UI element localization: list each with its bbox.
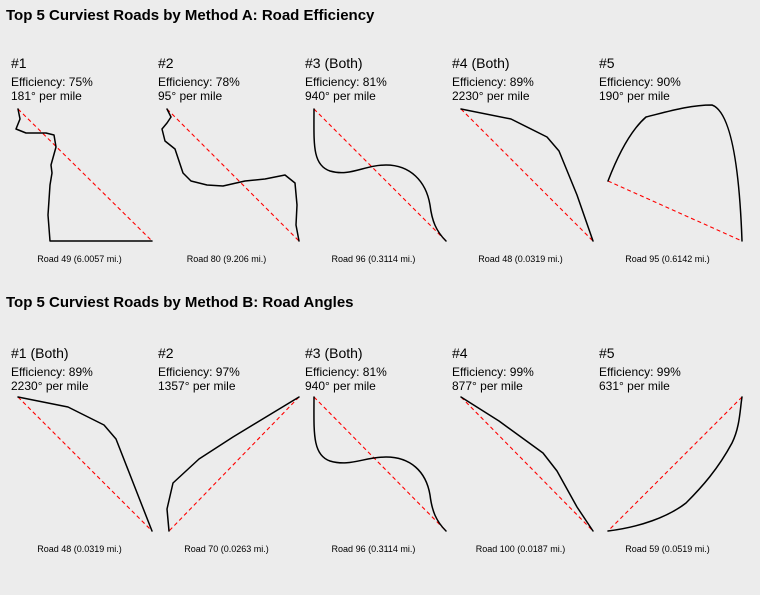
road-panel: #2 Efficiency: 97% 1357° per mile Road 7… [153,345,300,595]
road-panel: #4 (Both) Efficiency: 89% 2230° per mile… [447,55,594,305]
road-panel: #4 Efficiency: 99% 877° per mile Road 10… [447,345,594,595]
straight-line-chord [18,397,152,531]
road-plot [6,345,153,595]
straight-line-chord [461,397,593,531]
straight-line-chord [461,109,593,241]
straight-line-chord [314,109,446,241]
road-panel: #1 (Both) Efficiency: 89% 2230° per mile… [6,345,153,595]
road-plot [594,55,741,305]
road-panel: #5 Efficiency: 99% 631° per mile Road 59… [594,345,741,595]
method-a-row: #1 Efficiency: 75% 181° per mile Road 49… [0,55,760,305]
road-plot [594,345,741,595]
road-plot [153,345,300,595]
road-plot [447,55,594,305]
road-name-label: Road 48 (0.0319 mi.) [447,254,594,264]
section-title-method-b: Top 5 Curviest Roads by Method B: Road A… [6,294,354,311]
road-panel: #1 Efficiency: 75% 181° per mile Road 49… [6,55,153,305]
road-name-label: Road 100 (0.0187 mi.) [447,544,594,554]
straight-line-chord [167,109,299,241]
road-name-label: Road 95 (0.6142 mi.) [594,254,741,264]
road-plot [6,55,153,305]
road-name-label: Road 96 (0.3114 mi.) [300,254,447,264]
road-name-label: Road 80 (9.206 mi.) [153,254,300,264]
road-panel: #5 Efficiency: 90% 190° per mile Road 95… [594,55,741,305]
road-plot [153,55,300,305]
road-path [16,109,152,241]
road-name-label: Road 48 (0.0319 mi.) [6,544,153,554]
method-b-row: #1 (Both) Efficiency: 89% 2230° per mile… [0,345,760,595]
road-name-label: Road 70 (0.0263 mi.) [153,544,300,554]
straight-line-chord [314,397,446,531]
road-panel: #3 (Both) Efficiency: 81% 940° per mile … [300,55,447,305]
road-name-label: Road 49 (6.0057 mi.) [6,254,153,264]
straight-line-chord [608,181,742,241]
road-path [162,109,299,241]
straight-line-chord [169,397,299,531]
section-title-method-a: Top 5 Curviest Roads by Method A: Road E… [6,7,374,24]
road-panel: #3 (Both) Efficiency: 81% 940° per mile … [300,345,447,595]
road-plot [300,345,447,595]
straight-line-chord [18,109,152,241]
road-plot [300,55,447,305]
road-path [608,105,742,241]
road-plot [447,345,594,595]
road-panel: #2 Efficiency: 78% 95° per mile Road 80 … [153,55,300,305]
road-name-label: Road 96 (0.3114 mi.) [300,544,447,554]
road-name-label: Road 59 (0.0519 mi.) [594,544,741,554]
